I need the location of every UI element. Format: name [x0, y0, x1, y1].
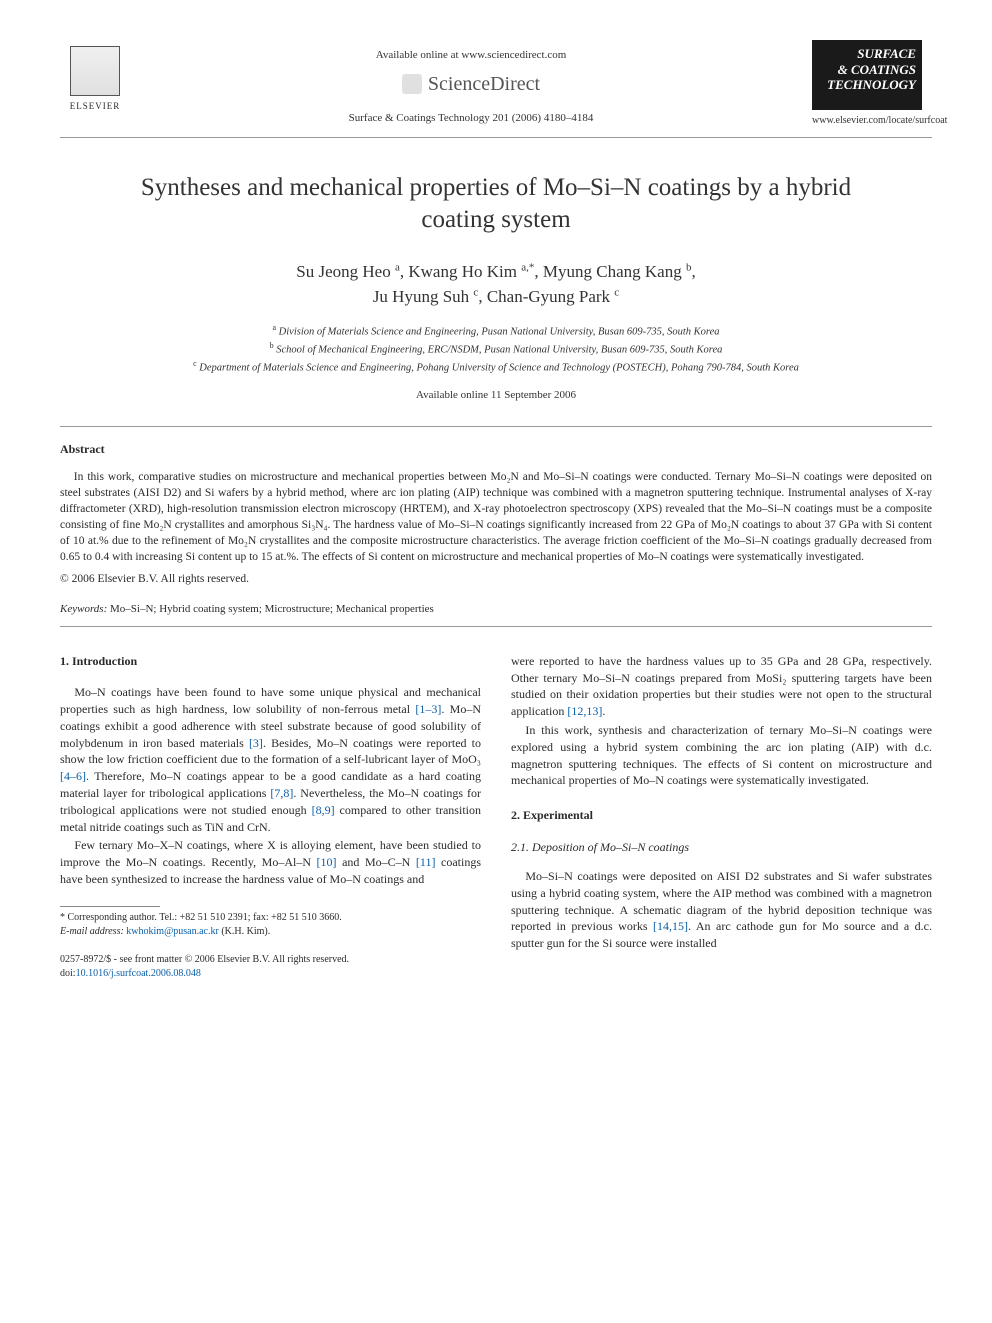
rule-above-abstract: [60, 426, 932, 427]
rule-below-keywords: [60, 626, 932, 627]
section-2-1-heading: 2.1. Deposition of Mo–Si–N coatings: [511, 839, 932, 856]
affiliation-c-text: Department of Materials Science and Engi…: [199, 363, 799, 374]
journal-url: www.elsevier.com/locate/surfcoat: [812, 114, 932, 129]
affiliation-b: b School of Mechanical Engineering, ERC/…: [60, 340, 932, 358]
elsevier-tree-icon: [70, 46, 120, 96]
doi-line: doi:10.1016/j.surfcoat.2006.08.048: [60, 967, 481, 981]
affiliations-block: a Division of Materials Science and Engi…: [60, 322, 932, 377]
publisher-name: ELSEVIER: [70, 100, 121, 113]
footnote-email-suffix: (K.H. Kim).: [221, 926, 270, 937]
footnote-email-line: E-mail address: kwhokim@pusan.ac.kr (K.H…: [60, 925, 481, 939]
available-online-line: Available online at www.sciencedirect.co…: [130, 48, 812, 64]
footnote-email-label: E-mail address:: [60, 926, 124, 937]
journal-title-line1: SURFACE: [818, 46, 916, 62]
affiliation-b-text: School of Mechanical Engineering, ERC/NS…: [276, 344, 722, 355]
keywords-line: Keywords: Mo–Si–N; Hybrid coating system…: [60, 602, 932, 618]
section-1-heading: 1. Introduction: [60, 653, 481, 670]
abstract-heading: Abstract: [60, 441, 932, 458]
citation-line: Surface & Coatings Technology 201 (2006)…: [130, 111, 812, 127]
intro-para-2: Few ternary Mo–X–N coatings, where X is …: [60, 837, 481, 887]
footnote-rule: [60, 906, 160, 907]
publisher-logo: ELSEVIER: [60, 40, 130, 120]
affiliation-a-text: Division of Materials Science and Engine…: [279, 326, 720, 337]
keywords-text: Mo–Si–N; Hybrid coating system; Microstr…: [110, 603, 434, 615]
keywords-label: Keywords:: [60, 603, 107, 615]
issn-line: 0257-8972/$ - see front matter © 2006 El…: [60, 953, 481, 967]
journal-title-line2: & COATINGS: [818, 62, 916, 78]
bottom-meta: 0257-8972/$ - see front matter © 2006 El…: [60, 953, 481, 981]
affiliation-c: c Department of Materials Science and En…: [60, 358, 932, 376]
footnote-corr: * Corresponding author. Tel.: +82 51 510…: [60, 911, 481, 925]
header-center: Available online at www.sciencedirect.co…: [130, 40, 812, 127]
footnote-email[interactable]: kwhokim@pusan.ac.kr: [126, 926, 219, 937]
doi-label: doi:: [60, 968, 76, 979]
journal-title-line3: TECHNOLOGY: [818, 77, 916, 93]
exp-para-1: Mo–Si–N coatings were deposited on AISI …: [511, 868, 932, 952]
body-columns: 1. Introduction Mo–N coatings have been …: [60, 653, 932, 981]
abstract-copyright: © 2006 Elsevier B.V. All rights reserved…: [60, 571, 932, 588]
sciencedirect-text: ScienceDirect: [428, 70, 540, 99]
abstract-body: In this work, comparative studies on mic…: [60, 469, 932, 566]
header: ELSEVIER Available online at www.science…: [60, 40, 932, 138]
intro-para-3: were reported to have the hardness value…: [511, 653, 932, 720]
doi-value[interactable]: 10.1016/j.surfcoat.2006.08.048: [76, 968, 201, 979]
article-title: Syntheses and mechanical properties of M…: [140, 172, 852, 237]
sciencedirect-logo: ScienceDirect: [130, 70, 812, 99]
intro-para-4: In this work, synthesis and characteriza…: [511, 722, 932, 789]
available-online-date: Available online 11 September 2006: [60, 388, 932, 404]
section-2-heading: 2. Experimental: [511, 807, 932, 824]
intro-para-1: Mo–N coatings have been found to have so…: [60, 684, 481, 835]
journal-logo-block: SURFACE & COATINGS TECHNOLOGY www.elsevi…: [812, 40, 932, 129]
authors-line: Su Jeong Heo a, Kwang Ho Kim a,*, Myung …: [60, 259, 932, 310]
affiliation-a: a Division of Materials Science and Engi…: [60, 322, 932, 340]
journal-cover: SURFACE & COATINGS TECHNOLOGY: [812, 40, 922, 110]
sciencedirect-icon: [402, 74, 422, 94]
corresponding-footnote: * Corresponding author. Tel.: +82 51 510…: [60, 911, 481, 939]
